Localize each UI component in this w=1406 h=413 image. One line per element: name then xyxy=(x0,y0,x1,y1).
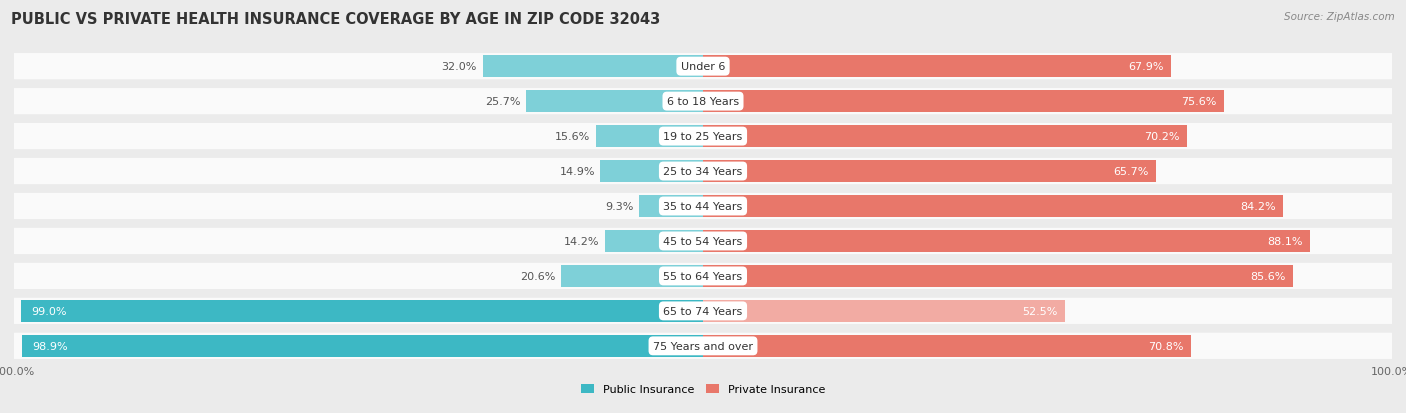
Text: 75 Years and over: 75 Years and over xyxy=(652,341,754,351)
Bar xyxy=(703,230,1310,252)
Text: 98.9%: 98.9% xyxy=(32,341,67,351)
FancyBboxPatch shape xyxy=(14,123,1392,150)
Text: 25 to 34 Years: 25 to 34 Years xyxy=(664,166,742,177)
FancyBboxPatch shape xyxy=(14,228,1392,254)
Text: Under 6: Under 6 xyxy=(681,62,725,72)
Bar xyxy=(561,266,703,287)
Bar xyxy=(703,126,1187,147)
FancyBboxPatch shape xyxy=(14,333,1392,359)
Text: 20.6%: 20.6% xyxy=(520,271,555,281)
Bar xyxy=(21,300,703,322)
Bar xyxy=(703,300,1064,322)
Text: 25.7%: 25.7% xyxy=(485,97,520,107)
FancyBboxPatch shape xyxy=(14,263,1392,290)
Text: PUBLIC VS PRIVATE HEALTH INSURANCE COVERAGE BY AGE IN ZIP CODE 32043: PUBLIC VS PRIVATE HEALTH INSURANCE COVER… xyxy=(11,12,661,27)
Text: 84.2%: 84.2% xyxy=(1240,202,1277,211)
Bar xyxy=(526,91,703,113)
Bar xyxy=(703,335,1191,357)
Text: 19 to 25 Years: 19 to 25 Years xyxy=(664,132,742,142)
Text: 6 to 18 Years: 6 to 18 Years xyxy=(666,97,740,107)
Text: 14.9%: 14.9% xyxy=(560,166,595,177)
Bar xyxy=(703,196,1284,217)
Text: 70.8%: 70.8% xyxy=(1149,341,1184,351)
Text: 70.2%: 70.2% xyxy=(1144,132,1180,142)
Bar xyxy=(638,196,703,217)
FancyBboxPatch shape xyxy=(14,159,1392,185)
Text: 52.5%: 52.5% xyxy=(1022,306,1057,316)
Text: 88.1%: 88.1% xyxy=(1268,236,1303,247)
Text: 65.7%: 65.7% xyxy=(1114,166,1149,177)
FancyBboxPatch shape xyxy=(14,89,1392,115)
FancyBboxPatch shape xyxy=(14,298,1392,324)
Bar xyxy=(21,335,703,357)
FancyBboxPatch shape xyxy=(14,54,1392,80)
Bar xyxy=(605,230,703,252)
Bar xyxy=(703,266,1292,287)
Bar xyxy=(482,56,703,78)
Text: 85.6%: 85.6% xyxy=(1250,271,1286,281)
Bar xyxy=(703,161,1156,183)
Bar xyxy=(596,126,703,147)
FancyBboxPatch shape xyxy=(14,193,1392,220)
Text: 99.0%: 99.0% xyxy=(31,306,66,316)
Text: Source: ZipAtlas.com: Source: ZipAtlas.com xyxy=(1284,12,1395,22)
Bar xyxy=(703,91,1223,113)
Text: 55 to 64 Years: 55 to 64 Years xyxy=(664,271,742,281)
Text: 9.3%: 9.3% xyxy=(605,202,634,211)
Bar xyxy=(600,161,703,183)
Text: 14.2%: 14.2% xyxy=(564,236,599,247)
Text: 67.9%: 67.9% xyxy=(1129,62,1164,72)
Bar xyxy=(703,56,1171,78)
Text: 35 to 44 Years: 35 to 44 Years xyxy=(664,202,742,211)
Text: 75.6%: 75.6% xyxy=(1181,97,1218,107)
Legend: Public Insurance, Private Insurance: Public Insurance, Private Insurance xyxy=(576,380,830,399)
Text: 32.0%: 32.0% xyxy=(441,62,477,72)
Text: 65 to 74 Years: 65 to 74 Years xyxy=(664,306,742,316)
Text: 45 to 54 Years: 45 to 54 Years xyxy=(664,236,742,247)
Text: 15.6%: 15.6% xyxy=(555,132,591,142)
